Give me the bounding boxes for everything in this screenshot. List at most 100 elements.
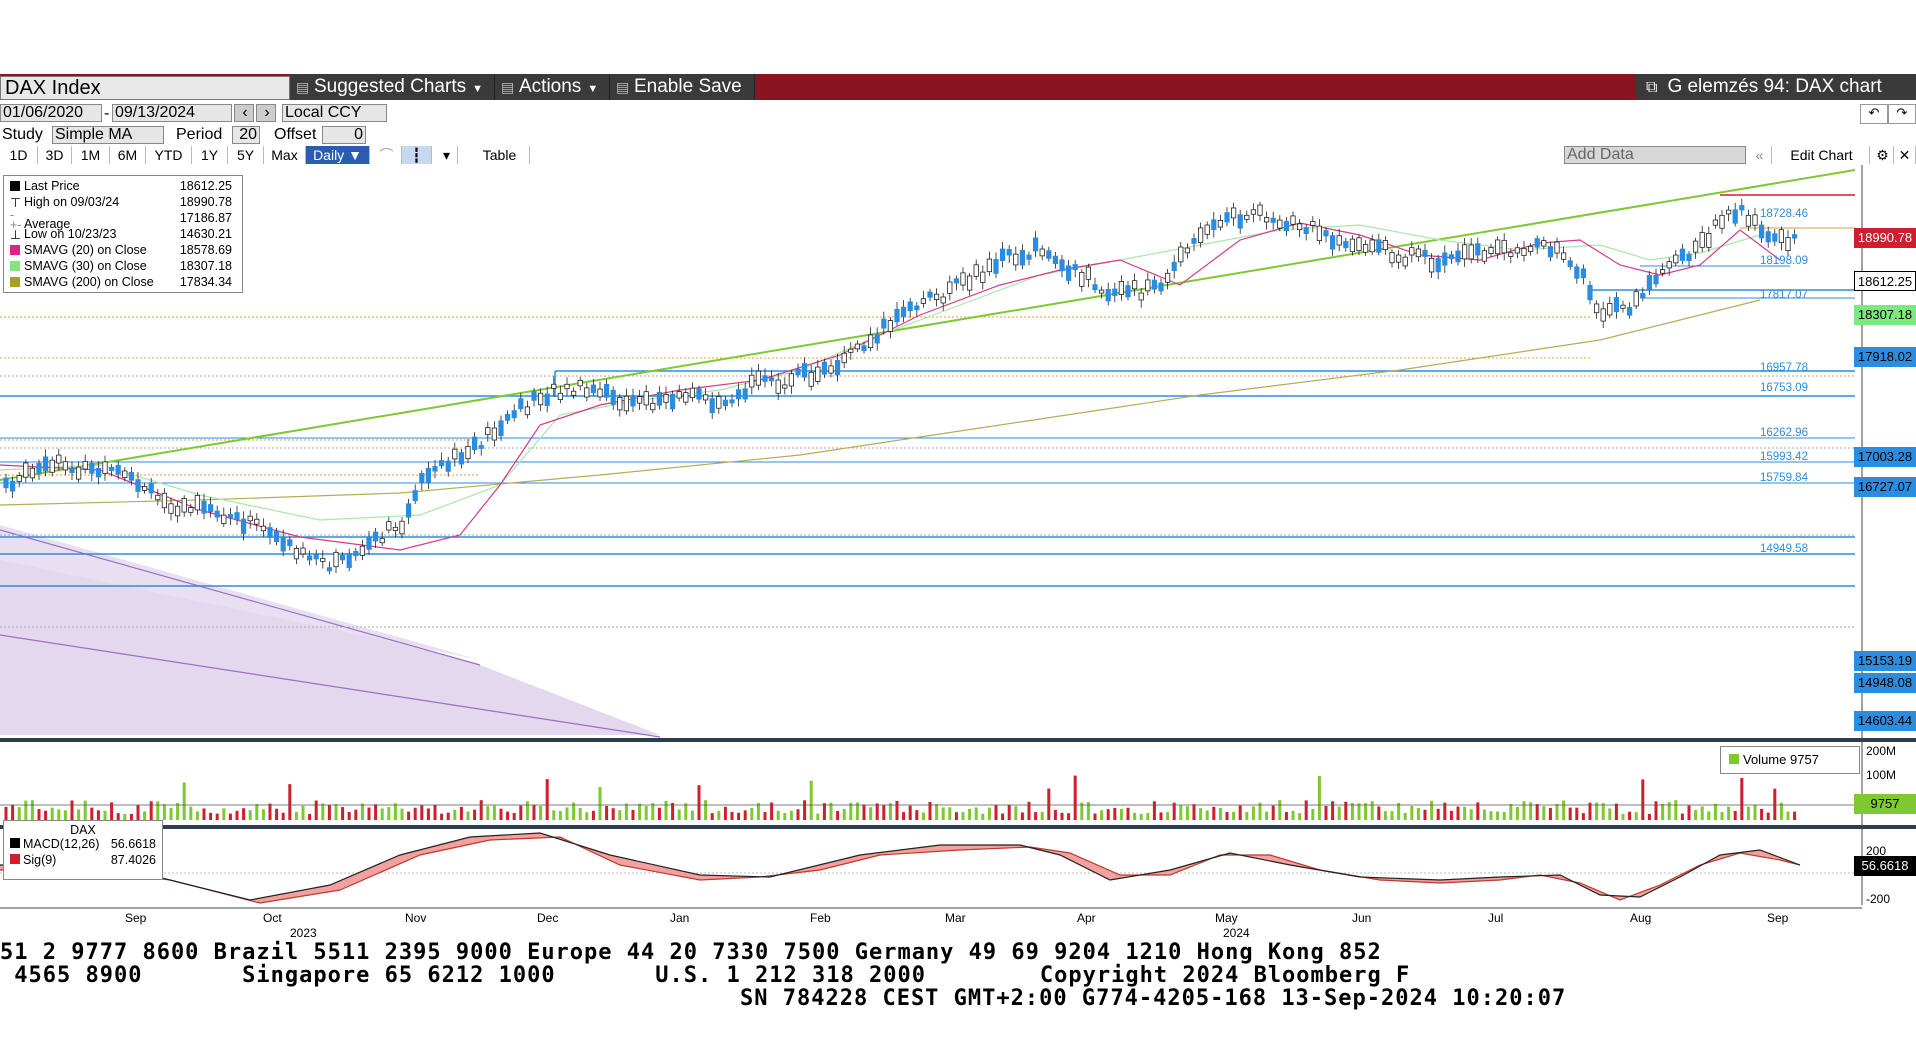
- edit-chart-button[interactable]: Edit Chart: [1774, 146, 1870, 164]
- volume-bar: [1152, 801, 1156, 820]
- end-date-field[interactable]: 09/13/2024: [112, 104, 232, 122]
- candle-body: [623, 395, 630, 412]
- start-date-field[interactable]: 01/06/2020: [0, 104, 102, 122]
- candle-body: [287, 539, 293, 547]
- volume-legend[interactable]: Volume 9757: [1720, 746, 1860, 774]
- candle-body: [590, 384, 597, 394]
- candle-body: [670, 393, 676, 410]
- volume-bar: [1562, 800, 1566, 820]
- volume-bar: [618, 810, 622, 820]
- tab-3d[interactable]: 3D: [38, 146, 72, 164]
- candle-body: [273, 530, 280, 543]
- tab-1m[interactable]: 1M: [72, 146, 110, 164]
- sig-label: Sig(9): [23, 853, 57, 867]
- redo-icon[interactable]: ↷: [1888, 104, 1916, 124]
- prev-period-button[interactable]: ‹: [234, 104, 254, 122]
- settings-icon[interactable]: ⚙: [1872, 146, 1894, 164]
- macd-legend[interactable]: DAX MACD(12,26) 56.6618 Sig(9) 87.4026: [3, 820, 163, 880]
- legend-label: Average: [24, 217, 71, 231]
- volume-bar: [129, 813, 133, 820]
- volume-bar: [994, 805, 998, 820]
- candle-body: [201, 500, 207, 514]
- legend-box[interactable]: Last Price 18612.25 ⊤ High on 09/03/24 1899…: [3, 175, 243, 293]
- candle-body: [174, 505, 181, 517]
- table-button[interactable]: Table: [470, 146, 530, 164]
- currency-select[interactable]: Local CCY: [282, 104, 387, 122]
- study-select[interactable]: Simple MA: [52, 126, 164, 144]
- macd-fill: [0, 833, 1800, 903]
- candle-chart-icon[interactable]: ┇: [402, 146, 432, 164]
- chart-type-dropdown[interactable]: ▾: [436, 146, 458, 164]
- close-icon[interactable]: ✕: [1894, 146, 1916, 164]
- volume-bar: [1529, 802, 1533, 820]
- tab-max[interactable]: Max: [264, 146, 306, 164]
- candle-body: [564, 383, 570, 390]
- candle-body: [9, 480, 16, 492]
- volume-bar: [875, 803, 879, 820]
- candle-body: [722, 399, 729, 407]
- volume-bar: [591, 810, 595, 820]
- down-channel-band: [0, 525, 480, 660]
- next-period-button[interactable]: ›: [256, 104, 276, 122]
- candle-body: [960, 272, 966, 286]
- volume-bar: [1634, 812, 1638, 820]
- candle-body: [868, 334, 874, 349]
- candle-body: [49, 459, 55, 473]
- volume-bar: [1647, 813, 1651, 820]
- tab-5y[interactable]: 5Y: [228, 146, 264, 164]
- volume-bar: [473, 809, 477, 820]
- tab-1d[interactable]: 1D: [0, 146, 38, 164]
- candle-body: [1409, 247, 1415, 256]
- candle-body: [1732, 209, 1738, 224]
- offset-input[interactable]: 0: [322, 126, 366, 144]
- volume-bar: [24, 800, 28, 820]
- legend-row-average: -+- Average 17186.87: [10, 209, 240, 232]
- save-icon: ▤: [616, 79, 630, 95]
- candle-body: [1699, 232, 1705, 248]
- candle-body: [1541, 240, 1547, 247]
- volume-bar: [842, 808, 846, 820]
- suggested-charts-button[interactable]: ▤ Suggested Charts ▼: [290, 74, 495, 100]
- vol-axis-100m: 100M: [1866, 768, 1896, 782]
- ticker-input[interactable]: DAX Index: [0, 76, 290, 100]
- tab-1y[interactable]: 1Y: [192, 146, 228, 164]
- chart-title[interactable]: ⧉ G elemzés 94: DAX chart: [1636, 74, 1916, 100]
- volume-bar: [763, 812, 767, 820]
- volume-bar: [103, 810, 107, 820]
- volume-bar: [1568, 807, 1572, 820]
- tab-6m[interactable]: 6M: [110, 146, 146, 164]
- volume-bar: [935, 804, 939, 820]
- candle-body: [227, 513, 233, 519]
- enable-save-button[interactable]: ▤ Enable Save: [610, 74, 755, 100]
- undo-icon[interactable]: ↶: [1860, 104, 1888, 124]
- popout-icon[interactable]: ⧉: [1646, 79, 1658, 96]
- volume-bar: [981, 813, 985, 820]
- candle-body: [828, 365, 834, 374]
- volume-bar: [1680, 813, 1684, 820]
- candle-body: [1112, 288, 1118, 296]
- candle-body: [1099, 289, 1105, 294]
- volume-bar: [1753, 804, 1757, 820]
- candle-body: [214, 510, 220, 518]
- period-input[interactable]: 20: [232, 126, 260, 144]
- volume-bar: [314, 800, 318, 820]
- volume-bar: [1733, 810, 1737, 820]
- volume-bar: [1773, 788, 1777, 820]
- collapse-icon[interactable]: «: [1748, 146, 1772, 164]
- level-label: 16262.96: [1760, 427, 1808, 439]
- candle-body: [1072, 264, 1078, 271]
- candle-body: [16, 475, 22, 482]
- tab-ytd[interactable]: YTD: [146, 146, 192, 164]
- candle-body: [716, 396, 722, 409]
- volume-bar: [1456, 806, 1460, 820]
- volume-bar: [1713, 803, 1717, 820]
- volume-bar: [552, 810, 556, 820]
- tab-daily[interactable]: Daily ▼: [306, 146, 370, 164]
- level-label: 18728.46: [1760, 208, 1808, 220]
- line-chart-icon[interactable]: ⌒: [372, 146, 402, 164]
- actions-button[interactable]: ▤ Actions ▼: [495, 74, 610, 100]
- candle-body: [1521, 247, 1527, 256]
- add-data-input[interactable]: Add Data: [1564, 146, 1746, 164]
- candle-body: [267, 527, 273, 538]
- candle-body: [1363, 244, 1369, 253]
